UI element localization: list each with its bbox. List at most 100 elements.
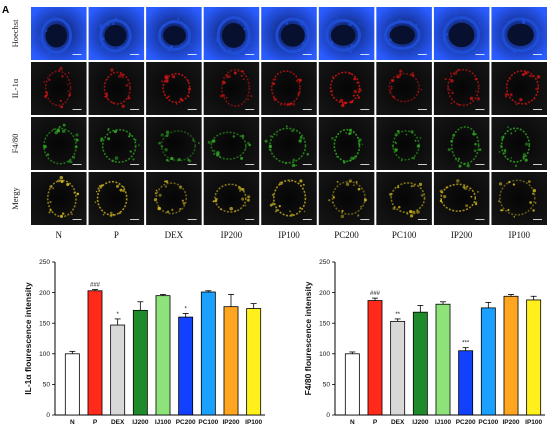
x-tick-label: IP100 — [245, 419, 262, 426]
bar — [458, 350, 474, 416]
x-tick-label: PC200 — [176, 419, 196, 426]
micrograph-tile — [203, 172, 260, 225]
significance-label: * — [184, 306, 187, 312]
y-tick-label: 50 — [43, 382, 51, 389]
micrograph-tile — [88, 62, 145, 115]
x-tick-label: N — [350, 419, 355, 426]
micrograph-grid — [31, 7, 547, 225]
significance-label: *** — [462, 341, 470, 347]
micrograph-tile — [376, 7, 432, 60]
bar — [526, 299, 542, 416]
bar — [503, 295, 519, 416]
micrograph-tile — [318, 62, 375, 115]
bar — [132, 309, 148, 416]
micrograph-tile — [433, 117, 490, 170]
micrograph-tile — [491, 172, 547, 225]
significance-label: ### — [370, 291, 381, 297]
micrograph-tile — [146, 7, 202, 60]
bar — [344, 353, 360, 416]
y-axis-label: IL-1α flourescence intensity — [23, 282, 33, 395]
significance-label: ### — [90, 283, 101, 289]
x-tick-label: DEX — [391, 419, 405, 426]
row-label: F4/80 — [10, 134, 20, 154]
bar — [435, 303, 451, 416]
micrograph-tile — [146, 62, 202, 115]
column-label: DEX — [165, 230, 184, 240]
y-tick-label: 250 — [39, 259, 50, 266]
micrograph-tile — [88, 117, 145, 170]
micrograph-tile — [31, 172, 87, 225]
x-tick-label: IP100 — [525, 419, 542, 426]
micrograph-tile — [31, 62, 87, 115]
x-tick-label: IP200 — [223, 419, 240, 426]
row-labels: Hoechst IL-1α F4/80 Mergy — [10, 19, 20, 210]
y-tick-label: 150 — [39, 320, 50, 327]
panel-label: A — [2, 5, 9, 16]
y-tick-label: 0 — [326, 412, 330, 419]
y-tick-label: 250 — [319, 259, 330, 266]
micrograph-tile — [31, 117, 87, 170]
micrograph-tile — [491, 7, 547, 60]
micrograph-tile — [261, 172, 317, 225]
column-label: PC100 — [392, 230, 417, 240]
micrograph-tile — [203, 117, 260, 170]
x-tick-label: PC100 — [198, 419, 218, 426]
micrograph-tile — [318, 172, 375, 225]
y-tick-label: 100 — [319, 351, 330, 358]
column-label: IP200 — [221, 230, 243, 240]
bar — [200, 291, 216, 416]
row-label: IL-1α — [10, 78, 20, 98]
x-tick-label: DEX — [111, 419, 125, 426]
micrograph-tile — [88, 172, 145, 225]
bar — [110, 324, 126, 416]
bar — [480, 307, 496, 416]
significance-label: * — [116, 312, 119, 318]
micrograph-tile — [261, 62, 317, 115]
significance-label: ** — [395, 312, 400, 318]
micrograph-tile — [376, 117, 432, 170]
y-tick-label: 50 — [323, 382, 331, 389]
micrograph-tile — [203, 7, 260, 60]
x-tick-label: IJ100 — [435, 419, 452, 426]
il1a-bar-chart: 0 50 100 150 200 250 IL-1α flourescence intens… — [23, 259, 265, 426]
column-label: N — [56, 230, 63, 240]
bar — [246, 308, 262, 416]
x-tick-label: N — [70, 419, 75, 426]
micrograph-tile — [433, 62, 490, 115]
micrograph-tile — [491, 117, 547, 170]
y-tick-label: 200 — [39, 290, 50, 297]
y-tick-label: 0 — [46, 412, 50, 419]
micrograph-tile — [433, 7, 490, 60]
micrograph-tile — [31, 7, 87, 60]
bar — [390, 320, 406, 416]
micrograph-tile — [491, 62, 547, 115]
column-label: IP100 — [508, 230, 530, 240]
column-label: PC200 — [334, 230, 359, 240]
column-label: P — [114, 230, 119, 240]
micrograph-tile — [318, 117, 375, 170]
micrograph-tile — [433, 172, 490, 225]
f480-bar-chart: 0 50 100 150 200 250 F4/80 flourescence intens… — [303, 259, 545, 426]
bar — [178, 316, 194, 416]
y-axis-label: F4/80 flourescence intensity — [303, 281, 313, 395]
row-label: Hoechst — [10, 19, 20, 47]
x-tick-label: PC100 — [478, 419, 498, 426]
bar — [87, 290, 103, 416]
column-label: IP200 — [451, 230, 473, 240]
bar — [412, 311, 428, 416]
x-tick-label: P — [373, 419, 378, 426]
bar — [367, 300, 383, 416]
y-tick-label: 100 — [39, 351, 50, 358]
x-tick-label: PC200 — [456, 419, 476, 426]
micrograph-tile — [318, 7, 375, 60]
x-tick-label: IJ200 — [412, 419, 429, 426]
column-label: IP100 — [278, 230, 300, 240]
micrograph-tile — [376, 172, 432, 225]
micrograph-tile — [376, 62, 432, 115]
row-label: Mergy — [10, 187, 20, 210]
x-tick-label: P — [93, 419, 98, 426]
micrograph-tile — [261, 7, 317, 60]
micrograph-tile — [146, 117, 202, 170]
micrograph-tile — [203, 62, 260, 115]
